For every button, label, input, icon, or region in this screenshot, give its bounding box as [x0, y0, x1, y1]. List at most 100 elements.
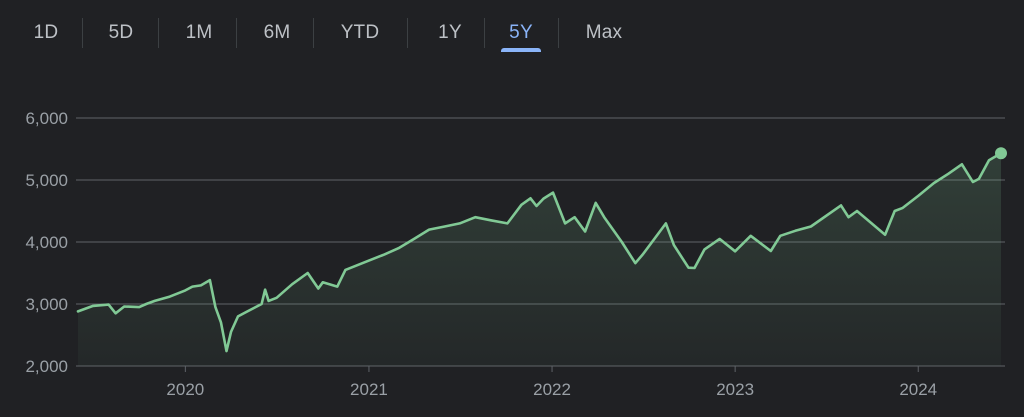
tab-max[interactable]: Max: [576, 14, 632, 52]
data-point: [77, 310, 79, 312]
data-point: [520, 204, 522, 206]
data-point: [719, 238, 721, 240]
data-point: [770, 250, 772, 252]
range-tabs: 1D 5D 1M 6M YTD 1Y 5Y Max: [0, 0, 1024, 62]
price-line: [76, 152, 1003, 353]
data-point: [108, 304, 110, 306]
y-tick-label: 5,000: [25, 171, 68, 190]
data-point: [543, 198, 545, 200]
data-point: [264, 289, 266, 291]
data-point: [584, 231, 586, 233]
data-point: [734, 250, 736, 252]
data-point: [291, 283, 293, 285]
y-axis: 6,000 5,000 4,000 3,000 2,000: [25, 109, 68, 376]
data-point: [184, 289, 186, 291]
data-point: [220, 322, 222, 324]
tab-label: 5Y: [509, 22, 533, 43]
x-tick-label: 2021: [350, 380, 388, 399]
tab-label: 5D: [108, 22, 134, 43]
data-point: [506, 222, 508, 224]
data-point: [794, 230, 796, 232]
data-point: [688, 267, 690, 269]
data-point: [947, 173, 949, 175]
data-point: [268, 300, 270, 302]
data-point: [214, 306, 216, 308]
tab-divider: [236, 18, 237, 48]
data-point: [564, 222, 566, 224]
data-point: [191, 286, 193, 288]
tab-label: Max: [585, 22, 623, 43]
data-point: [384, 253, 386, 255]
data-point: [902, 207, 904, 209]
current-price-marker: [995, 147, 1007, 160]
data-point: [536, 205, 538, 207]
data-point: [145, 303, 147, 305]
price-area: [78, 153, 1001, 366]
x-tick-label: 2020: [166, 380, 204, 399]
tab-5d[interactable]: 5D: [100, 14, 142, 52]
x-tick-label: 2024: [899, 380, 937, 399]
data-point: [840, 204, 842, 206]
tab-label: 1Y: [438, 22, 462, 43]
data-point: [245, 311, 247, 313]
data-point: [261, 303, 263, 305]
tab-divider: [82, 18, 83, 48]
data-point: [209, 279, 211, 281]
data-point: [972, 181, 974, 183]
data-point: [894, 210, 896, 212]
data-point: [474, 216, 476, 218]
data-point: [336, 286, 338, 288]
tab-divider: [158, 18, 159, 48]
data-point: [154, 300, 156, 302]
data-point: [307, 272, 309, 274]
data-point: [344, 269, 346, 271]
tab-divider: [407, 18, 408, 48]
data-point: [115, 312, 117, 314]
x-axis: 2020 2021 2022 2023 2024: [166, 366, 937, 399]
data-point: [694, 267, 696, 269]
data-point: [918, 195, 920, 197]
tab-label: 1D: [33, 22, 59, 43]
tab-ytd[interactable]: YTD: [331, 14, 389, 52]
data-point: [848, 216, 850, 218]
data-point: [276, 297, 278, 299]
data-point: [595, 202, 597, 204]
data-point: [459, 222, 461, 224]
data-point: [933, 182, 935, 184]
data-point: [413, 238, 415, 240]
data-point: [961, 163, 963, 165]
data-point: [621, 241, 623, 243]
data-point: [444, 226, 446, 228]
y-tick-label: 4,000: [25, 233, 68, 252]
tab-selected-indicator: [501, 48, 541, 52]
data-point: [398, 247, 400, 249]
price-chart[interactable]: 6,000 5,000 4,000 3,000 2,000 2020 2021 2022 20…: [0, 62, 1024, 417]
data-point: [552, 192, 554, 194]
data-point: [490, 219, 492, 221]
x-tick-label: 2023: [716, 380, 754, 399]
data-point: [368, 260, 370, 262]
data-point: [634, 262, 636, 264]
tab-6m[interactable]: 6M: [254, 14, 300, 52]
x-tick-label: 2022: [533, 380, 571, 399]
data-point: [856, 210, 858, 212]
tab-1m[interactable]: 1M: [176, 14, 222, 52]
y-tick-label: 6,000: [25, 109, 68, 128]
data-point: [230, 331, 232, 333]
data-point: [237, 315, 239, 317]
data-point: [428, 229, 430, 231]
data-point: [200, 284, 202, 286]
data-point: [884, 234, 886, 236]
tab-divider: [484, 18, 485, 48]
tab-1y[interactable]: 1Y: [429, 14, 471, 52]
data-point: [988, 159, 990, 161]
tab-1d[interactable]: 1D: [26, 14, 66, 52]
data-point: [750, 235, 752, 237]
tab-divider: [313, 18, 314, 48]
data-point: [642, 253, 644, 255]
data-point: [123, 306, 125, 308]
data-point: [226, 350, 228, 352]
tab-5y[interactable]: 5Y: [501, 14, 541, 52]
data-point: [978, 178, 980, 180]
